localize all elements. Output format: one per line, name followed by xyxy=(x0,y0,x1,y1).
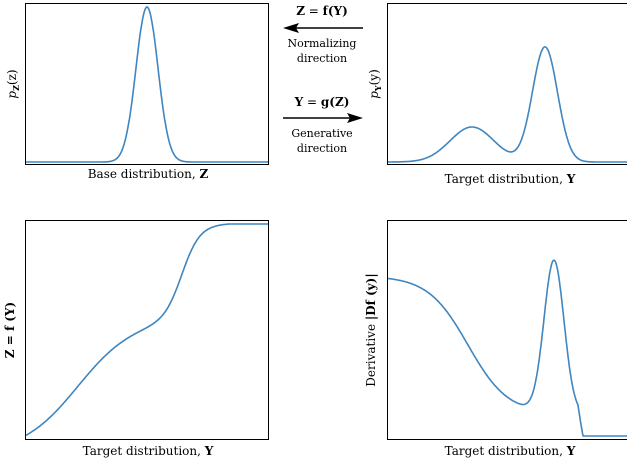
target-density-curve xyxy=(387,46,627,163)
base-ylabel: pZ(z) xyxy=(5,69,21,98)
generative-arrow-head xyxy=(347,113,363,123)
target-ylabel: pY(y) xyxy=(367,69,383,99)
derivative-xlabel: Target distribution, Y xyxy=(445,444,576,458)
panel-base-frame xyxy=(25,3,269,165)
normalizing-equation: Z = f(Y) xyxy=(296,4,348,18)
normalizing-label-line1: Normalizing xyxy=(288,37,357,50)
base-density-curve xyxy=(26,6,268,163)
generative-label-line1: Generative xyxy=(291,127,352,140)
transform-xlabel: Target distribution, Y xyxy=(83,444,214,458)
generative-label-line2: direction xyxy=(297,142,347,155)
target-xlabel: Target distribution, Y xyxy=(445,172,576,186)
normalizing-arrow-head xyxy=(283,23,299,33)
normalizing-label-line2: direction xyxy=(297,52,347,65)
derivative-ylabel: Derivative |Df (y)| xyxy=(364,273,378,386)
transform-curve xyxy=(25,223,268,437)
generative-equation: Y = g(Z) xyxy=(294,95,350,109)
derivative-curve xyxy=(387,259,627,437)
transform-ylabel: Z = f (Y) xyxy=(3,302,17,358)
panel-transform-frame xyxy=(25,220,269,440)
base-xlabel: Base distribution, Z xyxy=(88,167,209,181)
panel-target-frame xyxy=(387,3,627,165)
panel-derivative-frame xyxy=(387,220,627,440)
